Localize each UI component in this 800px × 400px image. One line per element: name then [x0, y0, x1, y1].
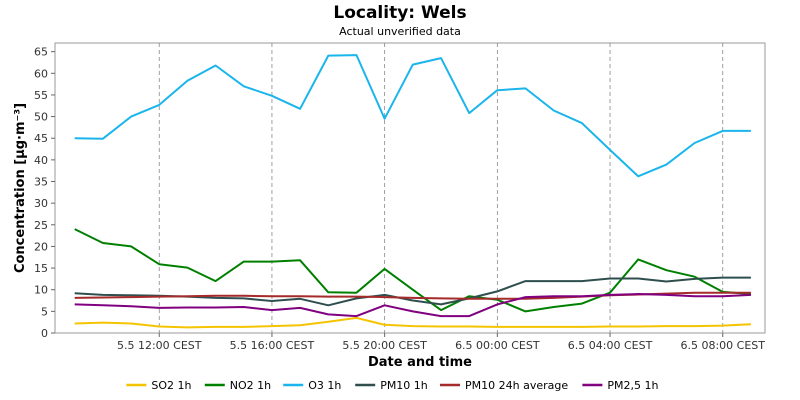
x-tick-label: 5.5 16:00 CEST — [230, 339, 315, 352]
chart-subtitle: Actual unverified data — [339, 25, 461, 38]
legend-item: PM2,5 1h — [582, 379, 659, 392]
y-tick-label: 45 — [34, 132, 48, 145]
legend-label: SO2 1h — [151, 379, 191, 392]
y-tick-label: 5 — [41, 305, 48, 318]
series-line-5 — [74, 293, 751, 318]
x-tick-label: 5.5 20:00 CEST — [342, 339, 427, 352]
legend-label: NO2 1h — [230, 379, 271, 392]
legend-label: PM2,5 1h — [607, 379, 658, 392]
y-tick-label: 25 — [34, 219, 48, 232]
y-axis: 0 5 10 15 20 25 30 35 40 45 50 55 60 65 — [34, 46, 55, 340]
chart-title: Locality: Wels — [333, 3, 466, 23]
series-line-0 — [74, 316, 751, 329]
y-tick-label: 55 — [34, 89, 48, 102]
x-axis-label: Date and time — [368, 355, 472, 370]
plot-background — [54, 42, 766, 334]
y-tick-label: 50 — [34, 111, 48, 124]
y-tick-label: 20 — [34, 240, 48, 253]
x-tick-label: 6.5 00:00 CEST — [455, 339, 540, 352]
legend-item: PM10 1h — [355, 379, 428, 392]
y-tick-label: 65 — [34, 46, 48, 59]
vertical-gridlines — [158, 43, 724, 333]
series-line-1 — [74, 228, 751, 313]
y-tick-label: 15 — [34, 262, 48, 275]
y-axis-label: Concentration [µg·m⁻³] — [13, 103, 28, 273]
legend-item: SO2 1h — [126, 379, 192, 392]
legend-item: O3 1h — [283, 379, 341, 392]
series-lines — [74, 54, 751, 329]
x-axis: 5.5 12:00 CEST 5.5 16:00 CEST 5.5 20:00 CE… — [117, 333, 765, 352]
x-tick-label: 5.5 12:00 CEST — [117, 339, 202, 352]
x-tick-label: 6.5 08:00 CEST — [680, 339, 765, 352]
legend-item: NO2 1h — [204, 379, 271, 392]
y-tick-label: 30 — [34, 197, 48, 210]
y-tick-label: 0 — [41, 327, 48, 340]
y-tick-label: 40 — [34, 154, 48, 167]
series-line-2 — [74, 54, 751, 178]
legend-label: PM10 1h — [380, 379, 428, 392]
y-tick-label: 60 — [34, 67, 48, 80]
legend-label: PM10 24h average — [465, 379, 568, 392]
legend-item: PM10 24h average — [440, 379, 568, 392]
y-tick-label: 10 — [34, 284, 48, 297]
x-tick-label: 6.5 04:00 CEST — [568, 339, 653, 352]
y-tick-label: 35 — [34, 176, 48, 189]
legend: SO2 1h NO2 1h O3 1h PM10 1h PM10 24h average… — [126, 379, 659, 392]
legend-label: O3 1h — [308, 379, 341, 392]
plot-area: 0 5 10 15 20 25 30 35 40 45 50 55 60 65 5.5 12:00 CES… — [34, 42, 766, 352]
